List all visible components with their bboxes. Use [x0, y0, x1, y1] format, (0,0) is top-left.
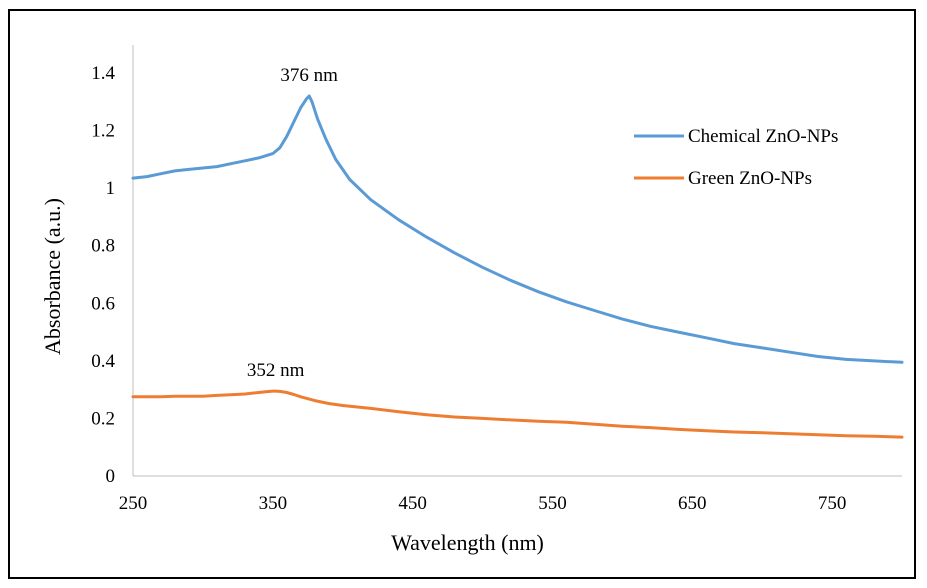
x-tick-label: 650 [678, 493, 707, 514]
x-tick-label: 250 [119, 493, 148, 514]
y-tick-label: 0.2 [91, 408, 115, 429]
y-tick-label: 1.2 [91, 121, 115, 142]
series-line-green [131, 389, 904, 439]
y-tick-label: 0 [106, 466, 116, 487]
series-line-chemical [131, 94, 904, 364]
y-tick-label: 1.4 [91, 63, 115, 84]
y-axis-title: Absorbance (a.u.) [40, 198, 65, 355]
y-tick-label: 1 [106, 178, 116, 199]
legend-label: Chemical ZnO-NPs [688, 126, 838, 147]
peak-annotation: 376 nm [280, 65, 338, 86]
y-tick-label: 0.6 [91, 293, 115, 314]
legend-label: Green ZnO-NPs [688, 168, 812, 189]
x-tick-label: 750 [818, 493, 847, 514]
x-tick-label: 350 [259, 493, 288, 514]
x-tick-label: 550 [538, 493, 567, 514]
x-tick-label: 450 [398, 493, 427, 514]
chart-frame [8, 9, 916, 579]
y-tick-label: 0.4 [91, 351, 115, 372]
x-axis-title: Wavelength (nm) [391, 530, 544, 555]
peak-annotation: 352 nm [247, 360, 305, 381]
y-tick-label: 0.8 [91, 236, 115, 257]
